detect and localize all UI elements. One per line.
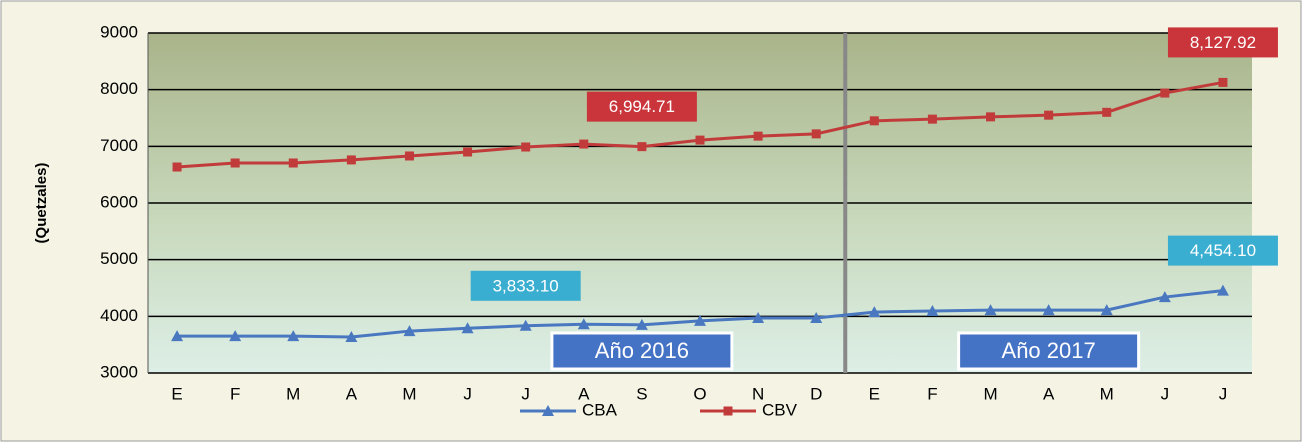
point <box>1100 304 1113 316</box>
x-tick-label: A <box>346 384 358 403</box>
point <box>1102 107 1112 117</box>
point <box>926 304 939 316</box>
point <box>404 151 414 161</box>
point <box>1042 304 1055 316</box>
x-tick-label: J <box>463 384 472 403</box>
point <box>463 147 473 157</box>
x-tick-label: O <box>693 384 706 403</box>
year-box <box>550 331 734 371</box>
x-tick-label: F <box>927 384 937 403</box>
point <box>287 330 300 342</box>
point <box>288 158 298 168</box>
point <box>579 139 589 149</box>
point <box>346 155 356 165</box>
point <box>752 312 765 324</box>
point <box>1160 88 1170 98</box>
point <box>542 405 554 416</box>
x-tick-label: J <box>1161 384 1170 403</box>
x-tick-label: M <box>983 384 997 403</box>
x-tick-label: E <box>869 384 880 403</box>
x-tick-label: A <box>578 384 590 403</box>
point <box>695 135 705 145</box>
value-label-box <box>1167 235 1278 266</box>
point <box>811 129 821 139</box>
point <box>461 322 474 334</box>
point <box>984 304 997 316</box>
value-label: 6,994.71 <box>609 97 675 116</box>
y-tick-label: 7000 <box>100 136 138 155</box>
point <box>1158 291 1171 303</box>
point <box>345 331 358 343</box>
point <box>753 131 763 141</box>
value-label: 8,127.92 <box>1190 33 1256 52</box>
value-label-box <box>470 270 581 301</box>
y-axis-label: (Quetzales) <box>33 163 50 244</box>
y-tick-label: 9000 <box>100 22 138 41</box>
year-box <box>957 331 1141 371</box>
point <box>1218 77 1228 87</box>
point <box>868 306 881 318</box>
value-label-box <box>586 91 697 122</box>
year-label: Año 2016 <box>595 338 689 363</box>
point <box>723 406 733 416</box>
point <box>635 318 648 330</box>
x-tick-label: A <box>1043 384 1055 403</box>
legend-label: CBA <box>582 400 618 419</box>
point <box>637 142 647 152</box>
y-tick-label: 8000 <box>100 79 138 98</box>
x-tick-label: D <box>810 384 822 403</box>
point <box>403 325 416 337</box>
point <box>521 142 531 152</box>
point <box>694 314 706 326</box>
value-label-box <box>1167 27 1278 58</box>
legend-label: CBV <box>762 400 798 419</box>
point <box>810 312 823 324</box>
x-tick-label: S <box>636 384 647 403</box>
point <box>519 319 532 331</box>
point <box>1044 110 1054 120</box>
point <box>577 318 590 330</box>
point <box>229 330 242 342</box>
point <box>171 330 184 342</box>
y-tick-label: 6000 <box>100 192 138 211</box>
x-tick-label: J <box>521 384 530 403</box>
x-tick-label: F <box>230 384 240 403</box>
point <box>1216 284 1229 296</box>
x-tick-label: E <box>171 384 182 403</box>
point <box>869 116 879 126</box>
x-tick-label: M <box>286 384 300 403</box>
year-label: Año 2017 <box>1002 338 1096 363</box>
point <box>172 162 182 172</box>
y-tick-label: 4000 <box>100 306 138 325</box>
point <box>230 158 240 168</box>
point <box>927 114 937 124</box>
y-tick-label: 3000 <box>100 362 138 381</box>
x-tick-label: N <box>752 384 764 403</box>
y-tick-label: 5000 <box>100 249 138 268</box>
x-tick-label: M <box>1100 384 1114 403</box>
value-label: 3,833.10 <box>493 276 559 295</box>
point <box>986 112 996 122</box>
x-tick-label: J <box>1219 384 1228 403</box>
x-tick-label: M <box>402 384 416 403</box>
value-label: 4,454.10 <box>1190 241 1256 260</box>
